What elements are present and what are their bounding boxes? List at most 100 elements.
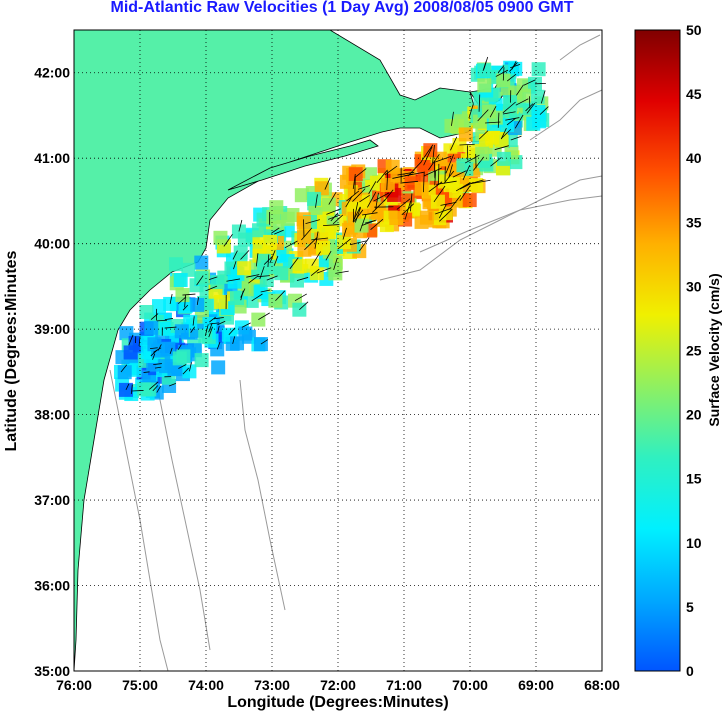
- velocity-vector: [375, 192, 379, 210]
- velocity-vector: [314, 231, 319, 249]
- velocity-vector: [515, 98, 529, 106]
- velocity-cell: [151, 299, 166, 314]
- velocity-vector: [125, 383, 130, 391]
- velocity-vector: [386, 170, 389, 191]
- x-tick-label: 71:00: [386, 677, 422, 693]
- velocity-vector: [349, 240, 368, 246]
- velocity-vector: [452, 170, 467, 178]
- colorbar-tick-labels: 0 5 10 15 20 25 30 35 40 45 50: [686, 22, 702, 679]
- velocity-cell: [173, 273, 188, 288]
- colorbar-label: Surface Velocity (cm/s): [706, 273, 722, 427]
- velocity-vector: [434, 170, 437, 186]
- velocity-vector: [150, 349, 158, 357]
- velocity-vector: [315, 194, 318, 208]
- velocity-cell: [477, 63, 492, 78]
- velocity-vector: [273, 255, 279, 266]
- velocity-vector: [384, 165, 398, 176]
- velocity-vector: [267, 254, 270, 268]
- velocity-vector: [169, 294, 173, 305]
- velocity-cell: [280, 211, 295, 226]
- velocity-cell: [174, 324, 189, 339]
- x-tick-label: 70:00: [452, 677, 488, 693]
- velocity-cell: [139, 304, 154, 319]
- velocity-cell: [508, 61, 523, 76]
- velocity-vector: [226, 278, 241, 282]
- x-tick-label: 68:00: [584, 677, 620, 693]
- velocity-vector: [152, 353, 156, 360]
- velocity-vector: [514, 114, 524, 129]
- velocity-vector: [325, 250, 332, 261]
- colorbar-tick-label: 30: [686, 278, 702, 294]
- velocity-vector: [367, 191, 377, 208]
- velocity-vector: [500, 127, 507, 140]
- velocity-vector: [238, 219, 243, 232]
- velocity-vector: [361, 220, 376, 226]
- plot-frame: [73, 29, 603, 672]
- velocity-vector: [397, 171, 415, 176]
- velocity-vector: [217, 320, 226, 326]
- velocity-vector: [462, 164, 471, 181]
- velocity-vector: [233, 261, 237, 270]
- velocity-vector: [451, 111, 454, 126]
- velocity-vector: [404, 200, 412, 220]
- velocity-vector: [342, 227, 347, 240]
- velocity-cell: [342, 222, 357, 237]
- velocity-vector: [271, 227, 280, 234]
- colorbar-tick-label: 10: [686, 535, 702, 551]
- velocity-vector: [505, 117, 520, 121]
- velocity-vector: [208, 322, 213, 333]
- velocity-vector: [510, 64, 521, 69]
- velocity-vector: [478, 94, 481, 112]
- velocity-vector: [459, 185, 471, 201]
- velocity-cell: [172, 351, 187, 366]
- colorbar-tick-label: 35: [686, 214, 702, 230]
- velocity-cell: [500, 117, 515, 132]
- colorbar-tick-label: 20: [686, 407, 702, 423]
- velocity-vector: [497, 65, 505, 73]
- velocity-vector: [330, 212, 339, 222]
- velocity-vector: [440, 201, 457, 206]
- velocity-vector: [232, 336, 236, 344]
- velocity-cell: [269, 200, 284, 215]
- x-axis-label: Longitude (Degrees:Minutes): [227, 694, 449, 711]
- velocity-cell: [274, 266, 289, 281]
- velocity-vector: [407, 161, 423, 177]
- velocity-vector: [424, 167, 442, 177]
- velocity-vector: [372, 199, 386, 213]
- velocity-vector: [373, 192, 390, 202]
- velocity-vector: [502, 67, 505, 81]
- velocity-cell: [530, 89, 545, 104]
- velocity-vector: [473, 156, 485, 171]
- velocity-vector: [400, 180, 419, 184]
- velocity-vector: [301, 227, 313, 241]
- velocity-vector: [448, 164, 453, 179]
- velocity-cell: [370, 205, 385, 220]
- velocity-vector: [383, 189, 394, 202]
- velocity-cell: [419, 210, 434, 225]
- velocity-vector: [240, 250, 250, 260]
- velocity-vector: [223, 234, 233, 247]
- velocity-vector: [177, 296, 187, 305]
- velocity-vector: [289, 257, 299, 270]
- velocity-vector: [495, 69, 509, 77]
- velocity-vector: [251, 293, 263, 302]
- velocity-vector: [206, 285, 218, 291]
- velocity-vector: [368, 181, 377, 195]
- y-axis-label: Latitude (Degrees:Minutes: [3, 250, 20, 452]
- velocity-vector: [143, 371, 150, 373]
- velocity-vector: [359, 194, 370, 203]
- velocity-vector: [489, 106, 497, 118]
- velocity-cell: [229, 291, 244, 306]
- velocity-cell: [414, 181, 429, 196]
- velocity-cell: [307, 191, 322, 206]
- velocity-vector: [500, 129, 512, 139]
- velocity-vector: [490, 157, 502, 167]
- velocity-vector: [260, 289, 271, 293]
- y-tick-label: 42:00: [34, 65, 70, 81]
- velocity-vector: [216, 341, 221, 350]
- velocity-vector: [433, 185, 446, 203]
- colorbar-tick-label: 25: [686, 343, 702, 359]
- velocity-cell: [292, 259, 307, 274]
- velocity-cell: [263, 234, 278, 249]
